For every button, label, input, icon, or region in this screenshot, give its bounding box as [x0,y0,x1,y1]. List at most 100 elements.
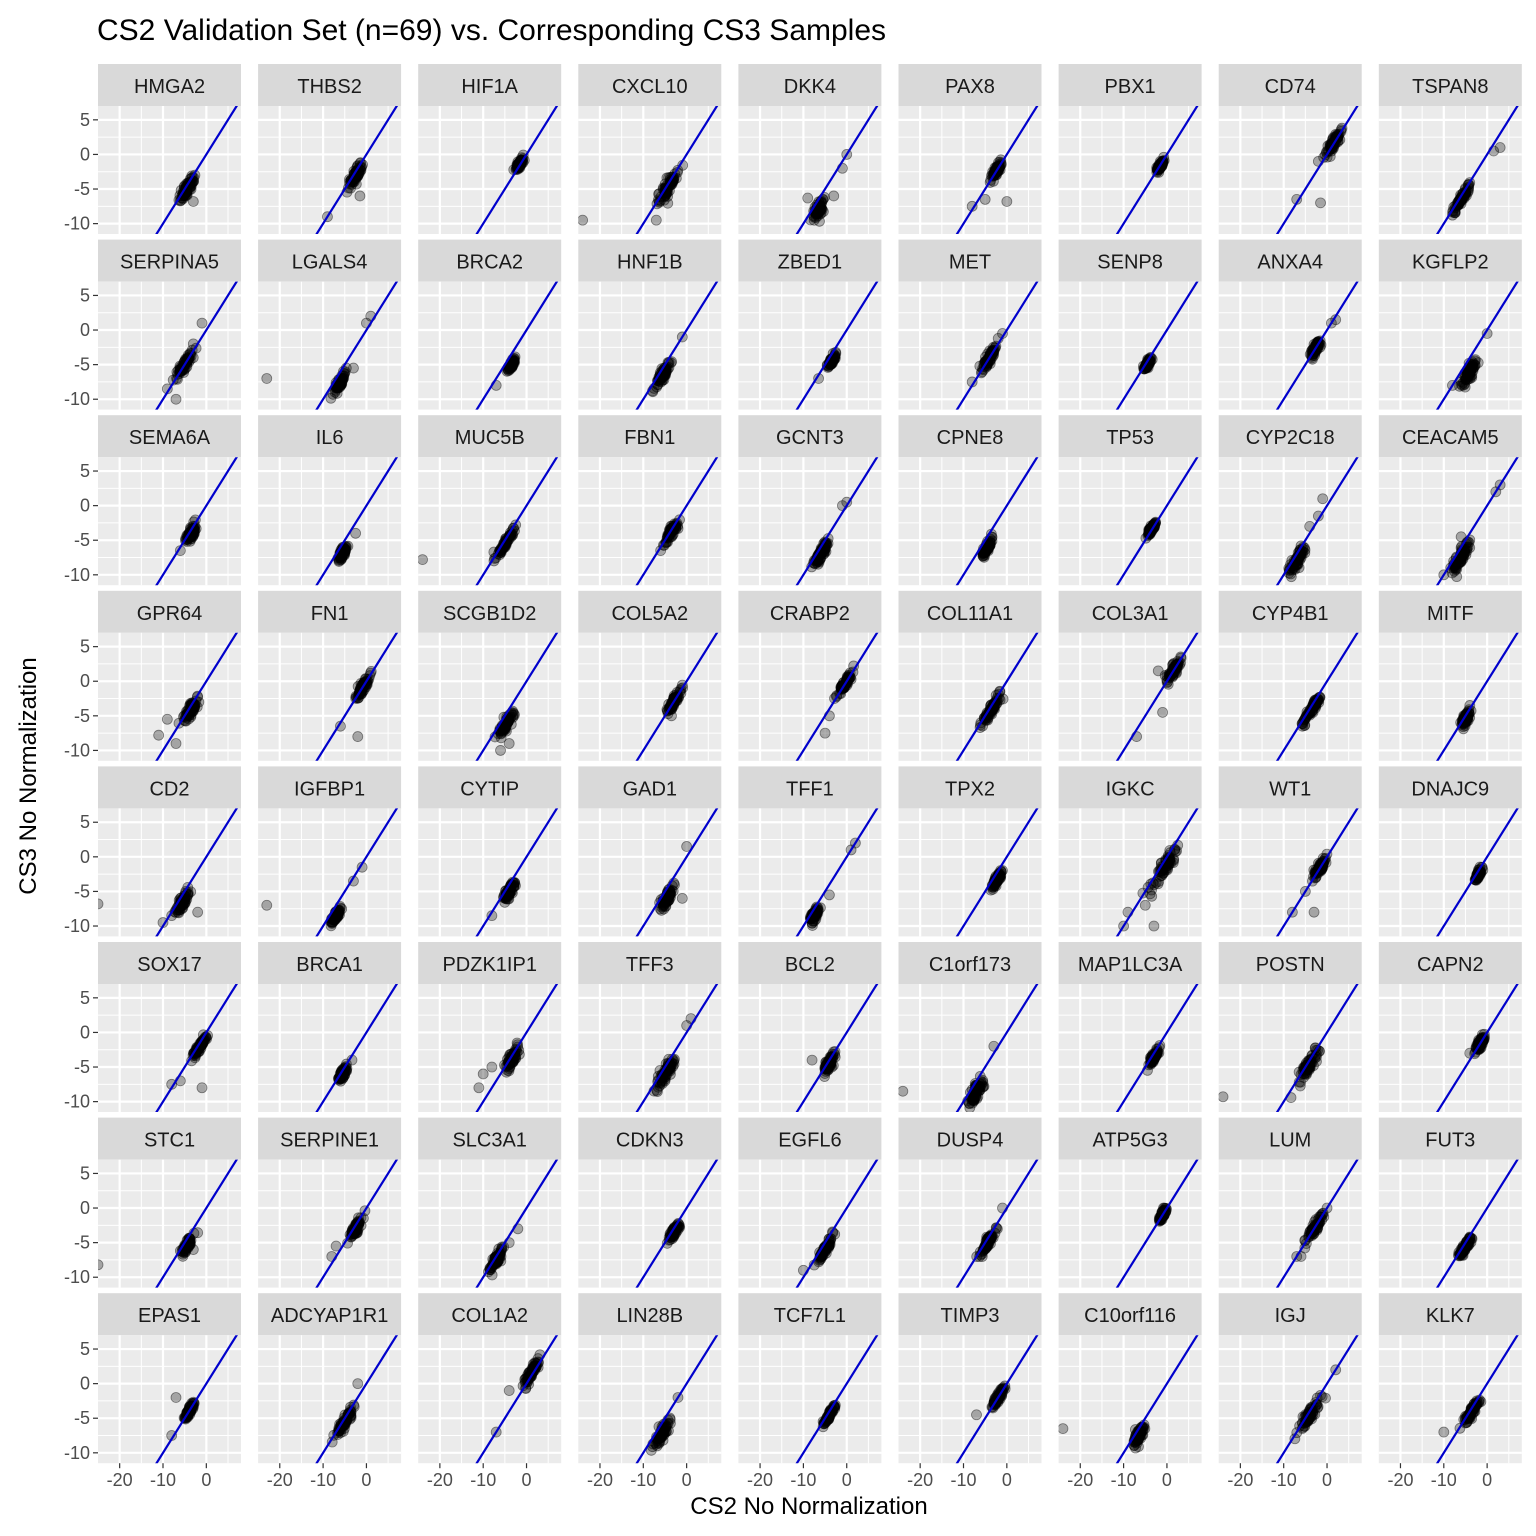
data-point [261,373,273,384]
data-point [196,1082,208,1094]
data-point [811,207,823,218]
facet-strip [98,64,241,106]
data-point [153,729,165,741]
facet-label: ZBED1 [778,252,842,274]
data-point [333,379,345,391]
facet-label: PBX1 [1105,76,1156,98]
facet-label: PAX8 [945,76,995,98]
facet-panel: CD74 [1218,64,1362,234]
data-point [898,1085,909,1097]
facet-strip [418,239,562,282]
data-point [503,365,514,377]
data-point [660,369,671,381]
data-point [333,379,345,391]
panel-plot-area [1115,281,1199,410]
facet-label: TPX2 [945,778,995,800]
data-point [810,212,822,223]
data-point [507,358,519,370]
data-point [827,357,839,369]
data-point [502,364,514,376]
data-point [508,356,519,368]
data-point [332,382,344,394]
data-point [334,379,346,390]
data-point [815,204,827,215]
facet-panel: CXCL10 [578,64,722,234]
data-point [334,381,346,393]
facet-panel: ZBED1 [738,239,882,410]
data-point [507,360,519,372]
data-point [337,374,349,386]
facet-label: COL11A1 [927,603,1013,625]
data-point [507,356,519,368]
data-point [332,382,343,394]
data-point [1472,357,1484,369]
data-point [808,214,820,226]
facet-strip [1218,239,1362,282]
data-point [98,1259,104,1271]
data-point [806,1054,818,1066]
facet-panel: TSPAN8 [1378,64,1522,234]
data-point [350,178,362,190]
data-point [659,369,671,381]
data-point [508,356,520,368]
facet-strip [898,64,1042,106]
data-point [1139,899,1151,911]
data-point [977,550,989,562]
facet-label: C1orf173 [929,954,1011,976]
data-point [506,358,517,370]
data-point [325,392,337,404]
data-point [655,376,667,388]
data-point [659,1075,671,1087]
panel-plot-area [155,106,238,234]
data-point [335,379,347,391]
data-point [1450,562,1462,574]
panel-plot-area [315,106,399,234]
data-point [504,362,516,373]
identity-line [475,106,559,234]
data-point [507,357,519,369]
data-point [662,197,674,209]
data-point [811,208,823,220]
facet-strip [1058,64,1202,106]
data-point [336,377,347,389]
data-point [816,203,827,214]
data-point [505,360,516,372]
data-point [507,357,519,369]
identity-line [795,106,879,234]
data-point [1148,920,1160,932]
panel-plot-area [155,281,238,410]
facet-label: IL6 [316,427,344,449]
facet-label: GAD1 [623,778,677,800]
data-point [1494,142,1506,153]
data-point [509,355,520,367]
data-point [334,379,346,391]
data-point [505,360,516,372]
facet-strip [578,239,722,282]
data-point [170,393,182,405]
facet-label: CYTIP [460,778,519,800]
facet-label: HIF1A [461,76,518,98]
data-point [505,361,517,373]
data-point [187,1244,199,1255]
facet-strip [98,239,241,282]
facet-strip [1058,239,1202,282]
data-point [814,206,826,218]
data-point [261,899,273,911]
data-point [810,208,822,220]
facet-label: WT1 [1269,778,1311,800]
data-point [657,374,669,386]
facet-label: COL3A1 [1092,603,1169,625]
data-point [505,362,516,374]
data-point [1464,366,1476,378]
facet-panel: THBS2 [258,64,402,234]
data-point [486,1061,498,1073]
data-point [812,206,823,217]
data-point [336,378,348,390]
data-point [506,359,517,371]
data-point [495,745,506,756]
facet-label: CRABP2 [770,603,850,625]
facet-label: HMGA2 [134,76,205,98]
facet-label: SLC3A1 [452,1130,527,1152]
data-point [1001,196,1013,207]
facet-label: BRCA1 [296,954,363,976]
